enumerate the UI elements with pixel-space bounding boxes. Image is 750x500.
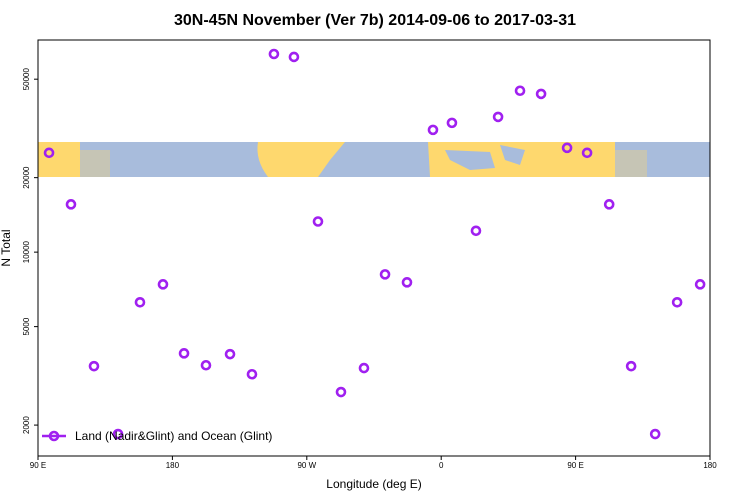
point: [246, 368, 258, 380]
y-tick-label: 5000: [22, 317, 31, 335]
point: [671, 296, 683, 308]
point: [335, 386, 347, 398]
point: [603, 199, 615, 210]
land: [257, 142, 345, 177]
point: [427, 124, 439, 136]
point: [401, 277, 413, 288]
x-tick-label: 90 E: [567, 461, 583, 470]
point: [492, 111, 504, 123]
point: [581, 147, 593, 159]
point: [134, 296, 146, 308]
point: [561, 142, 573, 154]
land: [80, 150, 110, 177]
x-tick-label: 180: [166, 461, 180, 470]
y-tick-label: 2000: [22, 416, 31, 434]
sea: [500, 145, 525, 165]
point: [694, 279, 706, 290]
point: [514, 85, 526, 97]
point: [470, 225, 482, 237]
y-tick-label: 50000: [22, 68, 31, 91]
chart-title: 30N-45N November (Ver 7b) 2014-09-06 to …: [174, 12, 576, 29]
land: [428, 142, 560, 177]
point: [200, 359, 212, 371]
x-tick-label: 0: [439, 461, 444, 470]
point: [312, 216, 324, 227]
point: [535, 88, 547, 100]
y-axis-label: N Total: [0, 229, 13, 266]
land: [615, 150, 647, 177]
point: [224, 348, 236, 360]
legend-label: Land (Nadir&Glint) and Ocean (Glint): [75, 429, 272, 443]
point: [358, 362, 370, 374]
plot-frame: [37, 39, 711, 457]
point: [178, 348, 190, 359]
map-band: [38, 142, 710, 177]
sea: [445, 150, 495, 170]
point: [65, 199, 77, 210]
x-tick-label: 90 E: [30, 461, 46, 470]
point: [157, 279, 169, 290]
point: [43, 147, 55, 159]
point: [379, 269, 391, 280]
point: [649, 428, 661, 440]
x-tick-label: 90 W: [297, 461, 316, 470]
y-tick-label: 10000: [22, 240, 31, 263]
point: [112, 428, 124, 440]
y-tick-label: 20000: [22, 166, 31, 189]
point: [268, 48, 280, 60]
point: [288, 51, 300, 63]
x-axis-label: Longitude (deg E): [326, 477, 421, 491]
land: [38, 142, 80, 177]
point: [88, 360, 100, 372]
x-tick-label: 180: [703, 461, 717, 470]
point: [446, 117, 458, 129]
land: [560, 142, 615, 177]
legend-marker: [48, 430, 60, 442]
point: [625, 360, 637, 372]
